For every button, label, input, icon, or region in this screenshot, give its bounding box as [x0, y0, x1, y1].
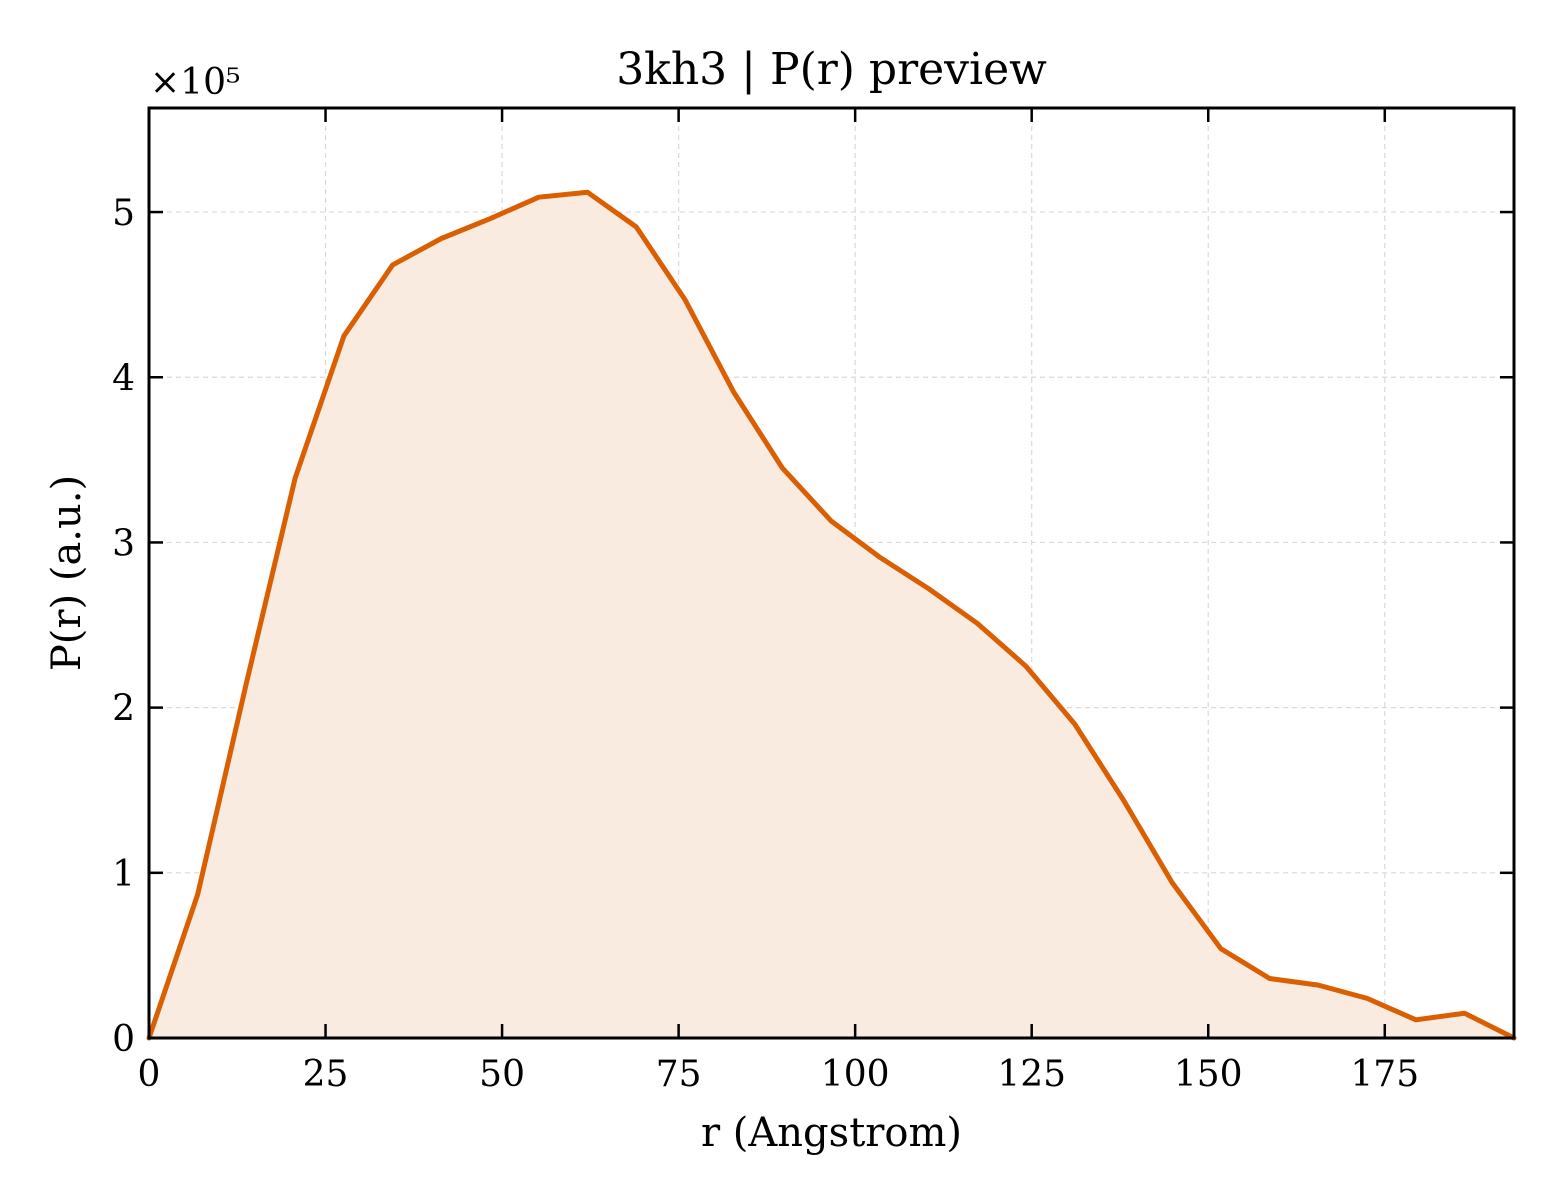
y-tick-label: 1: [112, 854, 135, 895]
pr-line: [146, 189, 1517, 1041]
x-tick-label: 125: [997, 1054, 1066, 1095]
ticks: 0 25 50 75 100 125 150 175 0 1 2 3 4 5: [112, 108, 1514, 1095]
y-tick-label: 3: [112, 523, 135, 564]
y-axis-label: P(r) (a.u.): [44, 475, 90, 671]
x-tick-label: 175: [1350, 1054, 1419, 1095]
y-scale-label: ×10⁵: [150, 62, 240, 103]
x-tick-label: 0: [138, 1054, 161, 1095]
x-tick-label: 25: [303, 1054, 349, 1095]
area-fill: [149, 192, 1514, 1038]
plot-area: [146, 189, 1517, 1041]
x-tick-label: 75: [656, 1054, 702, 1095]
x-axis-label: r (Angstrom): [701, 1110, 962, 1156]
axes-frame: [147, 106, 1516, 1040]
x-tick-label: 50: [479, 1054, 525, 1095]
y-tick-label: 5: [112, 193, 135, 234]
x-tick-label: 100: [821, 1054, 890, 1095]
y-tick-label: 2: [112, 689, 135, 730]
x-tick-label: 150: [1174, 1054, 1243, 1095]
chart-title: 3kh3 | P(r) preview: [616, 44, 1047, 95]
y-tick-label: 0: [112, 1019, 135, 1060]
y-tick-label: 4: [112, 358, 135, 399]
